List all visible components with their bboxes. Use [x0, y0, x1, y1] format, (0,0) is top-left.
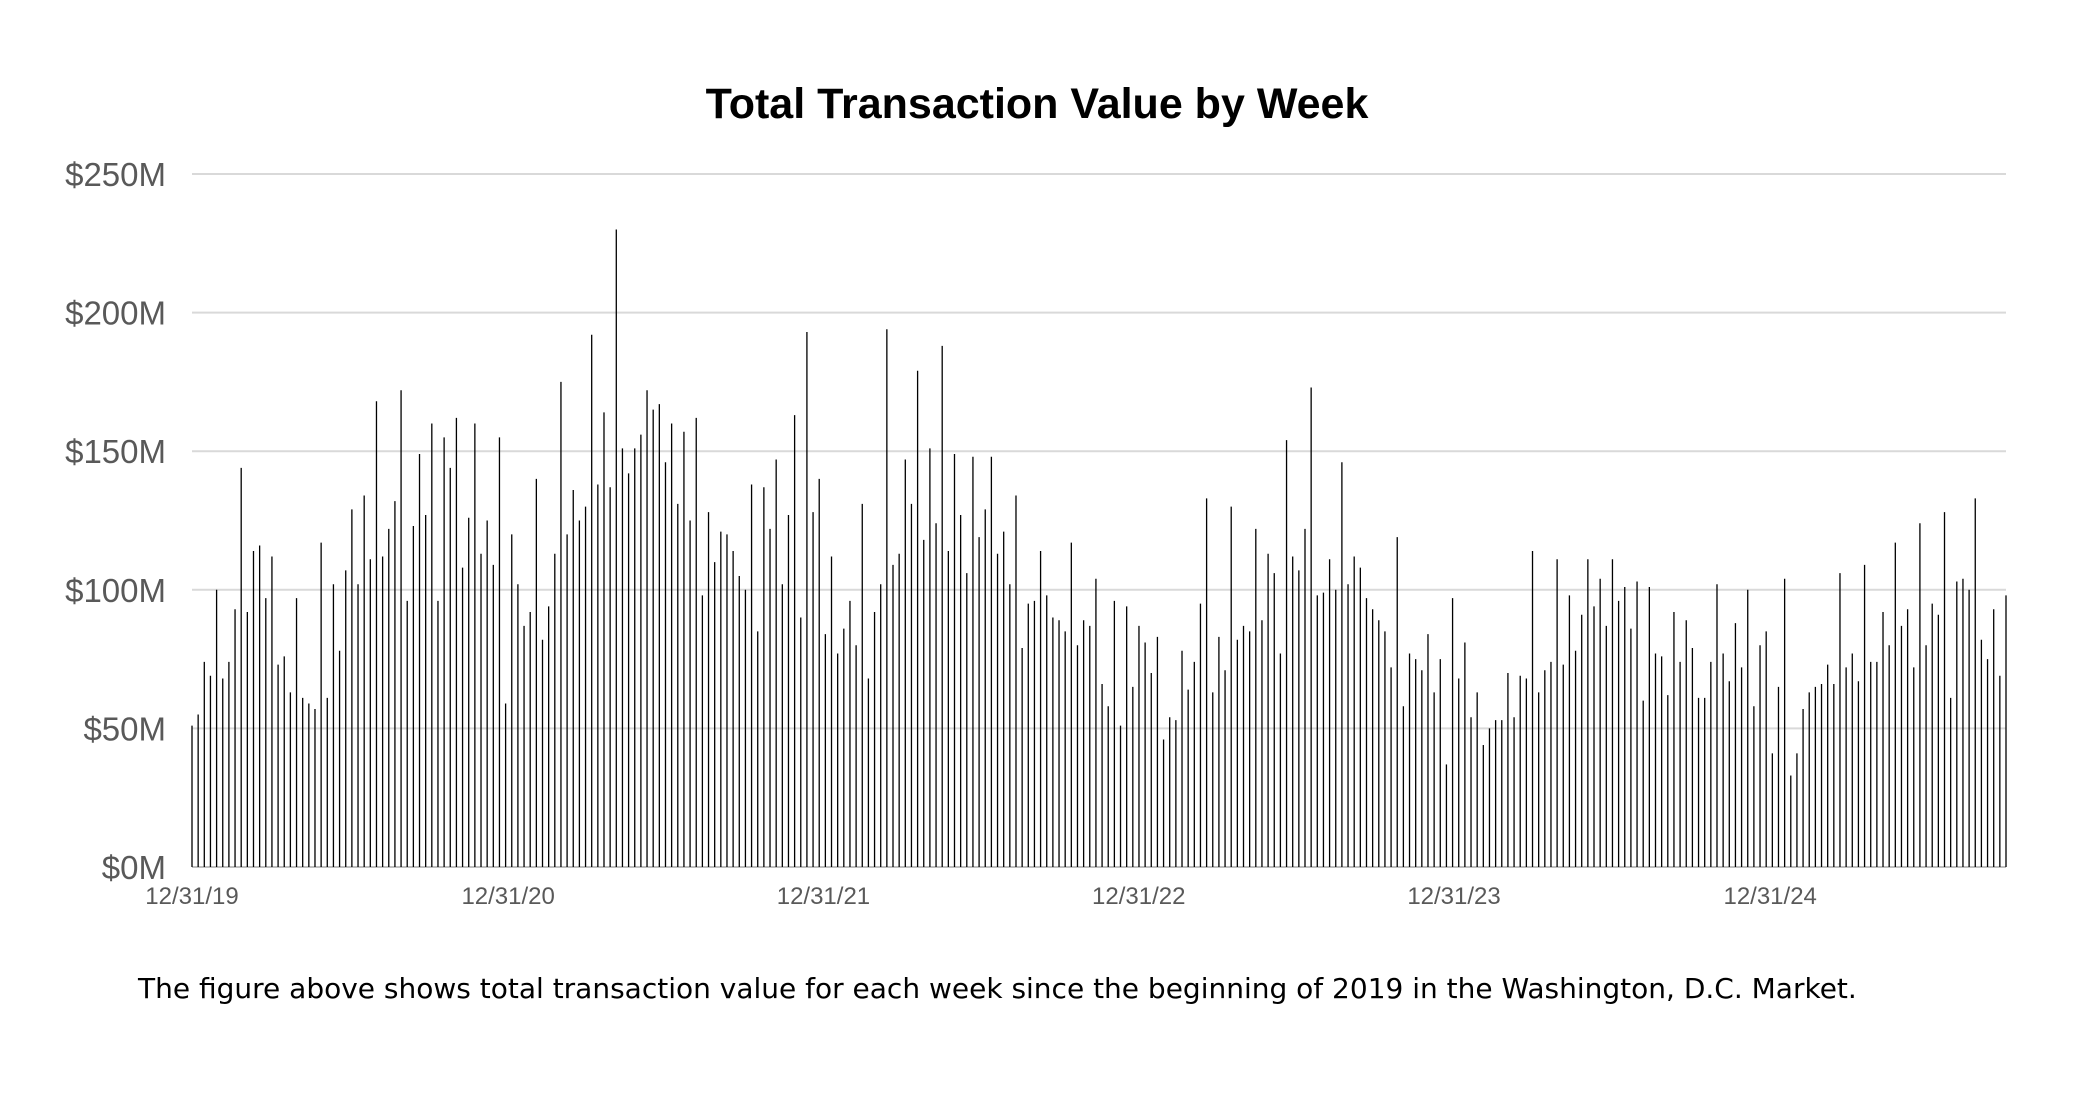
- y-tick-label: $200M: [65, 295, 166, 332]
- x-tick-label: 12/31/24: [1723, 883, 1816, 910]
- y-tick-label: $250M: [65, 156, 166, 193]
- x-tick-label: 12/31/19: [145, 883, 238, 910]
- gridlines: [192, 173, 2006, 868]
- chart-title: Total Transaction Value by Week: [706, 80, 1369, 128]
- bar-series: [191, 229, 2007, 867]
- x-tick-label: 12/31/20: [461, 883, 554, 910]
- figure-caption: The figure above shows total transaction…: [138, 972, 1857, 1005]
- x-tick-label: 12/31/21: [777, 883, 870, 910]
- y-tick-label: $50M: [83, 710, 166, 747]
- y-axis-tick-labels: $0M $50M $100M $150M $200M $250M: [65, 156, 166, 886]
- y-tick-label: $150M: [65, 433, 166, 470]
- x-axis-tick-labels: 12/31/19 12/31/20 12/31/21 12/31/22 12/31/23…: [145, 883, 1817, 910]
- y-tick-label: $0M: [102, 849, 166, 886]
- x-tick-label: 12/31/23: [1407, 883, 1500, 910]
- y-tick-label: $100M: [65, 572, 166, 609]
- x-tick-label: 12/31/22: [1092, 883, 1185, 910]
